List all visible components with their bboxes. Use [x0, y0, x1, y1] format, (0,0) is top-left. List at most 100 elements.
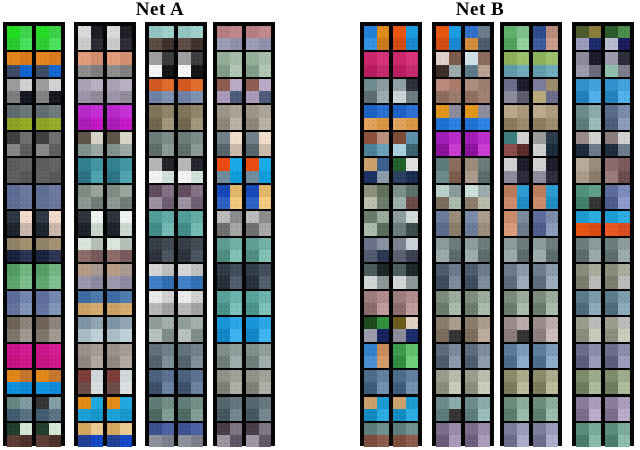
filter-patch-left [149, 343, 174, 368]
filter-panel-net-b-panel-1 [360, 22, 422, 448]
filter-patch-right [36, 317, 61, 342]
filter-patch-right [107, 52, 132, 77]
filter-patch-right [465, 158, 490, 183]
filter-row [576, 26, 630, 51]
filter-patch-left [364, 290, 389, 316]
filter-patch-right [107, 343, 132, 368]
filter-patch-right [246, 317, 271, 342]
filter-patch-left [436, 237, 461, 263]
filter-patch-right [246, 52, 271, 77]
filter-patch-right [178, 105, 203, 130]
filter-patch-left [217, 26, 242, 51]
filter-patch-left [217, 290, 242, 316]
filter-patch-right [36, 290, 61, 316]
filter-patch-right [605, 370, 630, 395]
filter-row [217, 237, 271, 263]
filter-patch-left [149, 184, 174, 210]
filter-patch-right [393, 264, 418, 289]
filter-patch-left [149, 211, 174, 236]
filter-row [436, 396, 490, 421]
filter-patch-right [36, 184, 61, 210]
filter-patch-right [36, 264, 61, 289]
filter-row [217, 131, 271, 157]
filter-patch-right [465, 184, 490, 210]
filter-patch-right [178, 290, 203, 316]
filter-row [504, 396, 558, 421]
filter-patch-right [533, 237, 558, 263]
filter-patch-left [504, 237, 529, 263]
filter-patch-right [533, 158, 558, 183]
filter-row [149, 158, 203, 183]
filter-patch-left [78, 290, 103, 316]
filter-patch-left [217, 343, 242, 368]
filter-patch-left [364, 343, 389, 368]
filter-patch-right [36, 343, 61, 368]
filter-patch-left [436, 158, 461, 183]
filter-row [7, 105, 61, 130]
filter-patch-right [605, 237, 630, 263]
filter-row [7, 52, 61, 77]
filter-row [504, 317, 558, 342]
filter-patch-left [364, 237, 389, 263]
filter-patch-left [576, 52, 601, 77]
filter-row [78, 105, 132, 130]
filter-patch-right [36, 105, 61, 130]
filter-row [436, 290, 490, 316]
filter-patch-left [576, 343, 601, 368]
filter-patch-left [436, 184, 461, 210]
filter-row [436, 78, 490, 104]
filter-row [364, 52, 418, 77]
filter-patch-left [78, 158, 103, 183]
filter-patch-left [364, 184, 389, 210]
filter-patch-right [178, 343, 203, 368]
filter-row [217, 105, 271, 130]
filter-patch-right [465, 105, 490, 130]
filter-patch-left [78, 26, 103, 51]
filter-row [576, 264, 630, 289]
filter-patch-right [393, 78, 418, 104]
filter-patch-left [576, 423, 601, 448]
filter-panel-net-a-panel-1 [3, 22, 65, 448]
filter-row [7, 370, 61, 395]
filter-row [149, 290, 203, 316]
filter-row [217, 343, 271, 368]
filter-row [576, 158, 630, 183]
filter-patch-left [436, 396, 461, 421]
filter-row [504, 290, 558, 316]
filter-patch-right [533, 105, 558, 130]
filter-patch-right [465, 423, 490, 448]
filter-patch-left [504, 211, 529, 236]
filter-patch-right [605, 211, 630, 236]
filter-patch-left [149, 52, 174, 77]
filter-patch-left [7, 52, 32, 77]
filter-row [504, 105, 558, 130]
filter-patch-right [107, 290, 132, 316]
filter-row [78, 423, 132, 448]
filter-patch-right [178, 52, 203, 77]
filter-row [504, 78, 558, 104]
filter-patch-right [107, 78, 132, 104]
filter-patch-left [364, 131, 389, 157]
filter-row [364, 343, 418, 368]
filter-row [576, 317, 630, 342]
filter-patch-left [7, 78, 32, 104]
filter-patch-right [107, 396, 132, 421]
filter-patch-right [605, 26, 630, 51]
filter-row [436, 26, 490, 51]
filter-row [364, 423, 418, 448]
filter-row [78, 264, 132, 289]
filter-patch-left [78, 370, 103, 395]
filter-patch-right [36, 211, 61, 236]
filter-patch-left [364, 211, 389, 236]
filter-patch-left [436, 131, 461, 157]
filter-patch-right [178, 423, 203, 448]
filter-patch-left [364, 78, 389, 104]
filter-row [149, 78, 203, 104]
filter-patch-left [149, 423, 174, 448]
filter-patch-left [217, 78, 242, 104]
filter-patch-left [78, 184, 103, 210]
filter-row [78, 52, 132, 77]
filter-row [436, 370, 490, 395]
filter-row [364, 317, 418, 342]
filter-patch-left [149, 317, 174, 342]
